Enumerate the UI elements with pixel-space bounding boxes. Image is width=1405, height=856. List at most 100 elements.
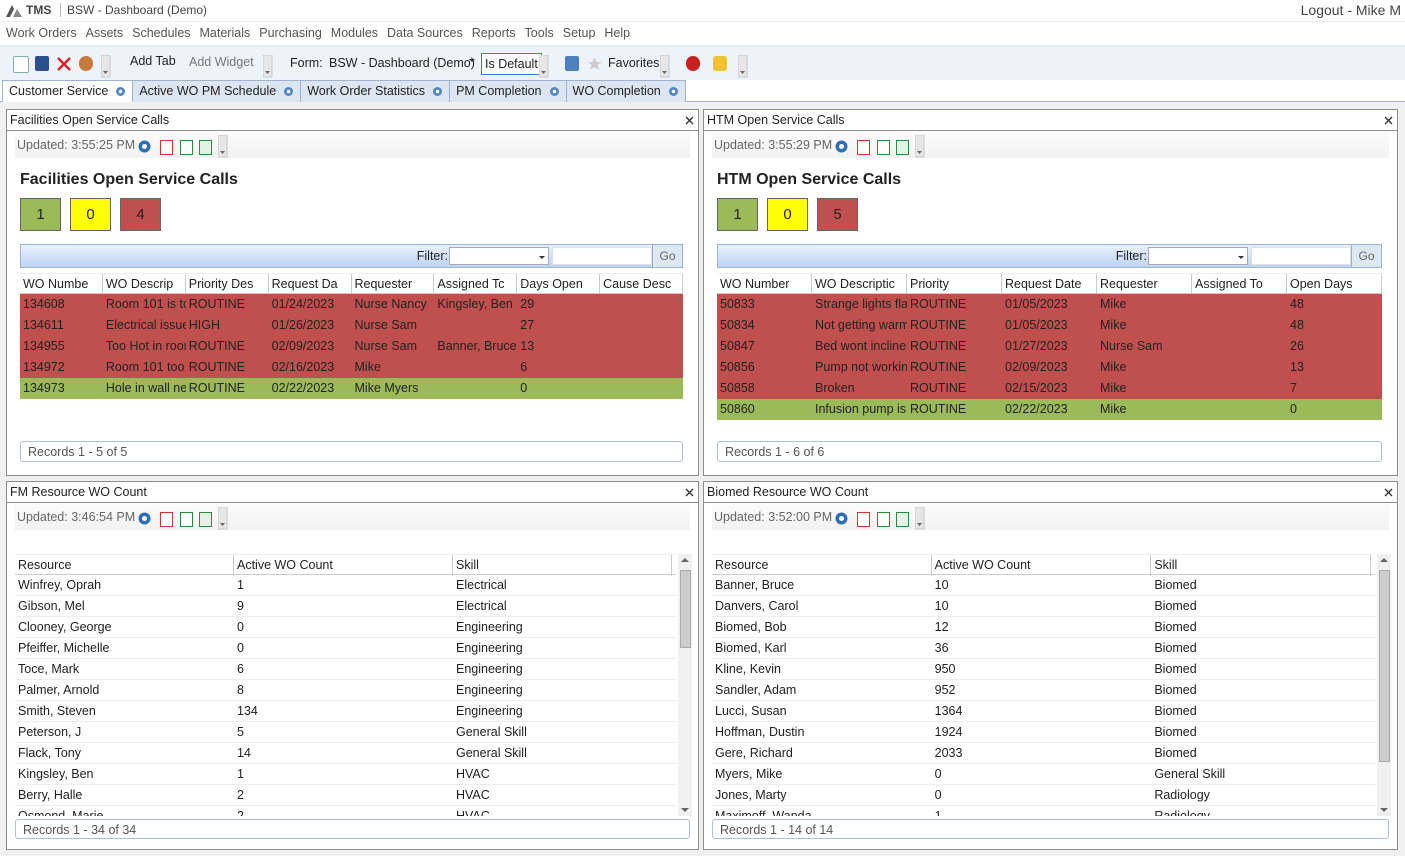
refresh-settings-icon[interactable] [834,511,849,526]
scroll-up[interactable] [1380,557,1388,563]
table-row[interactable]: 134611 Electrical issue HIGH 01/26/2023 Nurs… [20,315,683,336]
scroll-up[interactable] [681,557,689,563]
is-default-toggle[interactable]: Is Default [481,53,542,75]
column-header[interactable]: WO Descriptic [812,274,907,295]
column-header[interactable]: Request Date [1002,274,1097,295]
excel-export-icon[interactable] [199,140,212,155]
excel-export-icon[interactable] [199,512,212,527]
table-row[interactable]: 134972 Room 101 too I ROUTINE 02/16/2023 Mik… [20,357,683,378]
excel-export-icon[interactable] [896,140,909,155]
table-row[interactable]: 50833 Strange lights flas ROUTINE 01/05/202… [717,294,1382,315]
pdf-export-icon[interactable] [857,140,870,155]
table-row[interactable]: Biomed, Bob 12 Biomed [712,617,1375,638]
table-row[interactable]: 134955 Too Hot in roor ROUTINE 02/09/2023 Nu… [20,336,683,357]
excel-export-icon[interactable] [896,512,909,527]
column-header[interactable]: Requester [352,274,435,295]
close-panel-button[interactable] [1383,115,1394,126]
column-header[interactable]: Assigned To [1192,274,1287,295]
filter-select[interactable] [1148,247,1248,265]
scroll-down[interactable] [1380,807,1388,813]
filter-select[interactable] [449,247,549,265]
scroll-thumb[interactable] [1379,570,1390,762]
go-button[interactable]: Go [1351,245,1381,267]
column-header[interactable]: Assigned Tc [434,274,518,295]
dashboard-tab[interactable]: PM Completion [449,80,567,102]
column-header[interactable]: Days Open [517,274,601,295]
column-header[interactable]: Priority [907,274,1002,295]
table-row[interactable]: Peterson, J 5 General Skill [15,722,676,743]
dashboard-tab[interactable]: WO Completion [565,80,686,102]
menu-item[interactable]: Materials [199,26,251,40]
table-row[interactable]: Myers, Mike 0 General Skill [712,764,1375,785]
table-row[interactable]: Lucci, Susan 1364 Biomed [712,701,1375,722]
table-row[interactable]: Flack, Tony 14 General Skill [15,743,676,764]
tab-settings-icon[interactable] [549,86,560,97]
delete-icon[interactable] [56,56,72,72]
table-row[interactable]: Kline, Kevin 950 Biomed [712,659,1375,680]
menu-item[interactable]: Purchasing [259,26,322,40]
table-row[interactable]: 134973 Hole in wall nee ROUTINE 02/22/2023 M… [20,378,683,399]
menu-item[interactable]: Work Orders [6,26,77,40]
pdf-export-icon[interactable] [160,512,173,527]
column-header[interactable]: WO Descrip [103,274,186,295]
menu-item[interactable]: Help [604,26,631,40]
lock-icon[interactable] [713,56,727,71]
excel-export-icon[interactable] [180,512,193,527]
menu-item[interactable]: Reports [471,26,516,40]
alarm-icon[interactable] [686,56,700,71]
table-row[interactable]: Winfrey, Oprah 1 Electrical [15,575,676,596]
refresh-settings-icon[interactable] [137,511,152,526]
column-header[interactable]: Request Da [269,274,352,295]
pdf-export-icon[interactable] [160,140,173,155]
table-row[interactable]: Maximoff, Wanda 1 Radiology [712,806,1375,816]
refresh-settings-icon[interactable] [834,139,849,154]
menu-item[interactable]: Assets [85,26,124,40]
menu-item[interactable]: Modules [330,26,379,40]
pdf-export-icon[interactable] [857,512,870,527]
table-row[interactable]: Sandler, Adam 952 Biomed [712,680,1375,701]
scroll-thumb[interactable] [680,570,691,648]
table-row[interactable]: Smith, Steven 134 Engineering [15,701,676,722]
scroll-down[interactable] [681,807,689,813]
column-header[interactable]: Requester [1097,274,1192,295]
table-row[interactable]: Biomed, Karl 36 Biomed [712,638,1375,659]
table-row[interactable]: Osmond, Marie 2 HVAC [15,806,676,816]
users-icon[interactable] [79,56,93,71]
form-select[interactable]: BSW - Dashboard (Demo) [329,56,475,70]
table-row[interactable]: 50847 Bed wont incline ROUTINE 01/27/2023 Nu… [717,336,1382,357]
new-icon[interactable] [13,56,29,73]
column-header[interactable]: Skill [1151,555,1371,576]
menu-item[interactable]: Setup [562,26,596,40]
tab-settings-icon[interactable] [432,86,443,97]
dashboard-tab[interactable]: Customer Service [2,80,134,102]
column-header[interactable]: Resource [15,555,234,576]
table-row[interactable]: Danvers, Carol 10 Biomed [712,596,1375,617]
close-panel-button[interactable] [1383,487,1394,498]
scrollbar[interactable] [1377,554,1391,816]
close-panel-button[interactable] [684,487,695,498]
table-row[interactable]: Berry, Halle 2 HVAC [15,785,676,806]
column-header[interactable]: Resource [712,555,932,576]
filter-input[interactable] [1251,247,1351,265]
favorites-button[interactable]: Favorites [608,56,660,70]
logout-link[interactable]: Logout - Mike M [1300,2,1401,18]
menu-item[interactable]: Data Sources [387,26,463,40]
add-tab-button[interactable]: Add Tab [130,54,176,68]
tab-settings-icon[interactable] [115,86,126,97]
table-row[interactable]: Banner, Bruce 10 Biomed [712,575,1375,596]
add-widget-button[interactable]: Add Widget [189,55,254,69]
tab-settings-icon[interactable] [283,86,294,97]
table-row[interactable]: Clooney, George 0 Engineering [15,617,676,638]
column-header[interactable]: Cause Desc [600,274,683,295]
excel-export-icon[interactable] [877,512,890,527]
table-row[interactable]: Kingsley, Ben 1 HVAC [15,764,676,785]
table-row[interactable]: Gibson, Mel 9 Electrical [15,596,676,617]
column-header[interactable]: Active WO Count [234,555,453,576]
excel-export-icon[interactable] [180,140,193,155]
tab-settings-icon[interactable] [668,86,679,97]
home-icon[interactable] [565,56,579,71]
column-header[interactable]: WO Numbe [20,274,103,295]
table-row[interactable]: Hoffman, Dustin 1924 Biomed [712,722,1375,743]
table-row[interactable]: Palmer, Arnold 8 Engineering [15,680,676,701]
dashboard-tab[interactable]: Work Order Statistics [300,80,451,102]
